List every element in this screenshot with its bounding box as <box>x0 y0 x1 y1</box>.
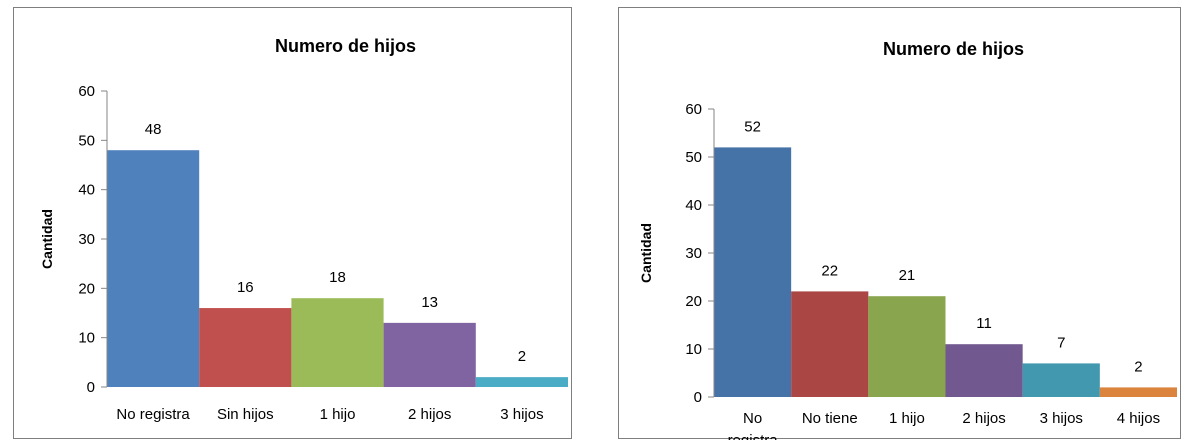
bar-2-hijos <box>383 322 476 387</box>
x-tick-label: 4 hijos <box>1117 410 1160 427</box>
chart-panel-left: Numero de hijos Cantidad 48 16 18 13 2 0 10 20 30 4… <box>13 7 572 439</box>
y-tick-label: 30 <box>78 231 95 248</box>
y-axis-label: Cantidad <box>39 209 55 269</box>
bar-2-hijos <box>945 344 1023 397</box>
y-tick-label: 60 <box>685 101 702 118</box>
data-label: 13 <box>421 294 438 311</box>
bar-no-registra <box>107 150 200 387</box>
data-label: 7 <box>1057 334 1065 351</box>
x-tick-label: 2 hijos <box>408 406 451 423</box>
bar-4-hijos <box>1099 387 1177 397</box>
chart-title: Numero de hijos <box>883 39 1024 59</box>
data-label: 16 <box>237 279 254 296</box>
x-tick-label: Sin hijos <box>217 406 274 423</box>
y-axis-label: Cantidad <box>638 223 654 283</box>
y-tick-label: 10 <box>685 341 702 358</box>
data-label: 11 <box>976 315 992 332</box>
y-tick-label: 50 <box>78 132 95 149</box>
data-label: 2 <box>1134 358 1142 375</box>
bar-1-hijo <box>868 296 946 397</box>
x-tick-label: 2 hijos <box>962 410 1005 427</box>
y-tick-label: 50 <box>685 149 702 166</box>
x-tick-label: 1 hijo <box>320 406 356 423</box>
x-tick-label: No registra <box>116 406 190 423</box>
x-tick-label: No tiene <box>802 410 858 427</box>
y-tick-label: 40 <box>685 197 702 214</box>
y-tick-label: 0 <box>87 379 95 396</box>
bar-3-hijos <box>475 377 568 387</box>
bar-1-hijo <box>291 298 384 387</box>
x-tick-label: 1 hijo <box>889 410 925 427</box>
bar-sin-hijos <box>199 308 292 387</box>
chart-title: Numero de hijos <box>275 36 416 56</box>
y-tick-label: 20 <box>78 280 95 297</box>
bar-no-tiene <box>791 291 869 397</box>
y-tick-label: 10 <box>78 330 95 347</box>
data-label: 22 <box>821 262 838 279</box>
data-label: 21 <box>899 267 916 284</box>
data-label: 52 <box>744 118 761 135</box>
y-tick-label: 0 <box>694 389 702 406</box>
data-label: 48 <box>145 121 162 138</box>
x-tick-label: 3 hijos <box>1040 410 1083 427</box>
y-tick-label: 40 <box>78 182 95 199</box>
bar-chart-left: Numero de hijosCantidad48161813201020304… <box>39 36 568 423</box>
data-label: 18 <box>329 269 346 286</box>
y-tick-label: 20 <box>685 293 702 310</box>
y-tick-label: 30 <box>685 245 702 262</box>
chart-panel-right: Numero de hijos Cantidad 52 22 21 11 7 2 0 10 20 30… <box>618 7 1181 440</box>
x-tick-label: 3 hijos <box>500 406 543 423</box>
data-label: 2 <box>518 348 526 365</box>
bar-3-hijos <box>1022 363 1100 397</box>
bar-no-registra <box>714 147 792 397</box>
y-tick-label: 60 <box>78 83 95 100</box>
